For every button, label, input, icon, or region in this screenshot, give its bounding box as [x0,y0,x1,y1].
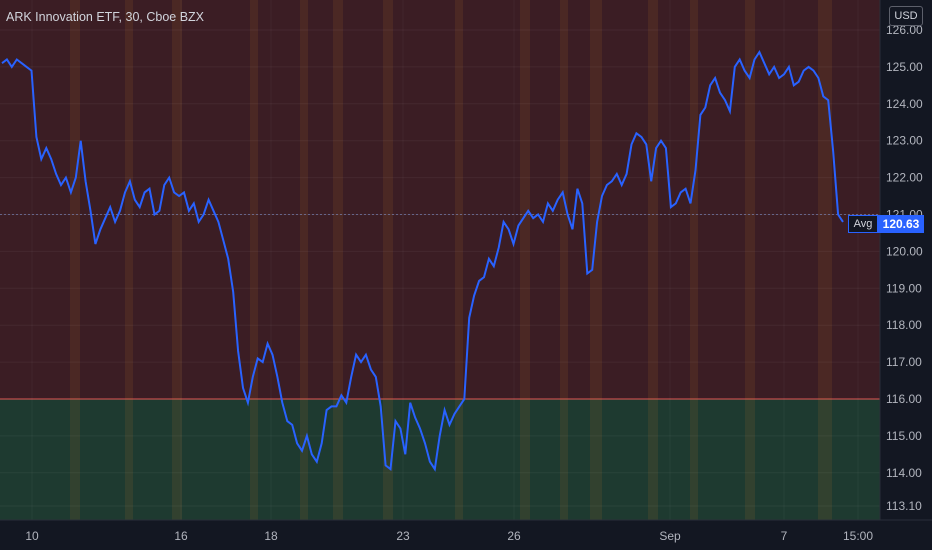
price-tick-label: 119.00 [886,281,922,295]
price-tick-label: 115.00 [886,429,922,443]
price-tick-label: 120.00 [886,244,923,258]
session-stripe [172,0,182,520]
session-stripe [590,0,602,520]
time-tick-label: 15:00 [843,529,873,543]
session-stripe [745,0,755,520]
price-axis-labels[interactable]: 126.00125.00124.00123.00122.00121.00120.… [886,23,923,513]
session-stripe [690,0,698,520]
upper-zone [0,0,880,399]
session-stripe [818,0,832,520]
lower-zone [0,398,880,520]
price-tick-label: 113.10 [886,499,922,513]
session-stripe [560,0,568,520]
price-tick-label: 124.00 [886,97,923,111]
price-tick-label: 118.00 [886,318,922,332]
time-tick-label: 23 [396,529,410,543]
background-zones [0,0,880,520]
session-stripe [383,0,393,520]
price-tick-label: 125.00 [886,60,923,74]
session-stripe [250,0,258,520]
price-tick-label: 117.00 [886,355,922,369]
time-tick-label: 16 [174,529,188,543]
session-stripe [648,0,658,520]
session-stripe [300,0,308,520]
avg-label: Avg [848,215,878,233]
session-stripe [70,0,80,520]
session-stripe [455,0,463,520]
time-tick-label: 18 [264,529,278,543]
time-tick-label: 7 [781,529,788,543]
session-stripe [520,0,530,520]
price-series-line [1,50,844,472]
price-tick-label: 126.00 [886,23,923,37]
symbol-title[interactable]: ARK Innovation ETF, 30, Cboe BZX [6,10,205,24]
session-stripes [70,0,832,520]
session-stripe [125,0,133,520]
time-axis-labels[interactable]: 10 16 18 23 26 Sep 7 15:00 [25,529,873,543]
currency-button[interactable]: USD [889,6,923,26]
price-tick-label: 116.00 [886,392,922,406]
time-tick-label: 26 [507,529,521,543]
price-tick-label: 123.00 [886,134,923,148]
last-price-badge: 120.63 [878,215,924,233]
price-tick-label: 122.00 [886,171,923,185]
price-tick-label: 114.00 [886,466,922,480]
time-tick-label: Sep [659,529,681,543]
session-stripe [333,0,343,520]
time-tick-label: 10 [25,529,39,543]
